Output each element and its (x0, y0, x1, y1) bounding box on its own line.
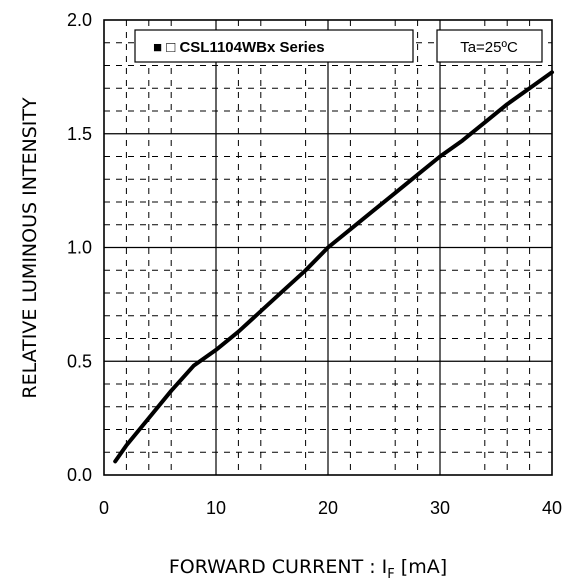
x-axis-title-subscript: F (387, 567, 394, 582)
x-tick-label: 40 (542, 498, 562, 518)
condition-box: Ta=25ºC (437, 30, 542, 62)
x-tick-label: 20 (318, 498, 338, 518)
x-axis-title-suffix: [mA] (395, 556, 447, 578)
x-tick-label: 30 (430, 498, 450, 518)
y-tick-labels: 0.0 0.5 1.0 1.5 2.0 (67, 10, 92, 485)
y-tick-label: 1.0 (67, 238, 92, 258)
x-axis-title-prefix: FORWARD CURRENT : I (169, 556, 387, 578)
x-tick-labels: 0 10 20 30 40 (99, 498, 562, 518)
x-tick-label: 10 (206, 498, 226, 518)
legend-label: ■ □ CSL1104WBx Series (153, 39, 325, 56)
x-axis-title: FORWARD CURRENT : IF [mA] (169, 556, 447, 582)
y-tick-label: 1.5 (67, 124, 92, 144)
series-line-0 (115, 72, 552, 461)
condition-label: Ta=25ºC (460, 39, 518, 56)
y-tick-label: 0.0 (67, 465, 92, 485)
y-tick-label: 2.0 (67, 10, 92, 30)
y-tick-label: 0.5 (67, 351, 92, 371)
legend-box: ■ □ CSL1104WBx Series (135, 30, 413, 62)
x-tick-label: 0 (99, 498, 109, 518)
y-axis-title: RELATIVE LUMINOUS INTENSITY (19, 97, 41, 399)
curve-group (115, 72, 552, 461)
